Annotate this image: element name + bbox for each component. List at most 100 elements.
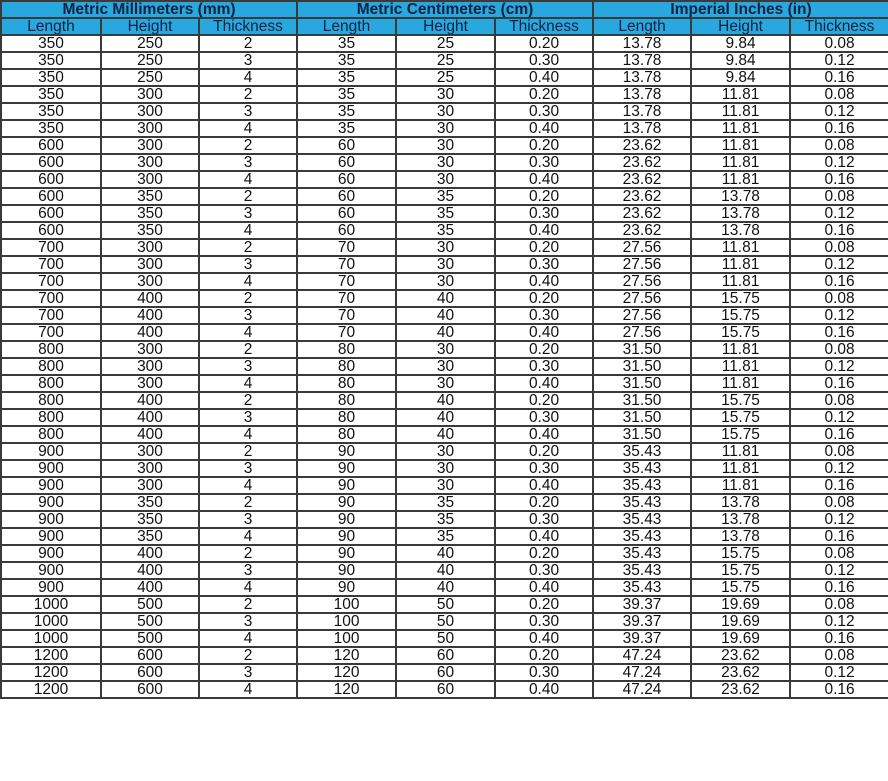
cell-length-mm: 1200 <box>0 646 102 665</box>
cell-thickness-mm: 3 <box>197 306 299 325</box>
cell-thickness-in: 0.08 <box>789 238 888 257</box>
cell-length-in: 35.43 <box>592 493 693 512</box>
cell-length-in: 35.43 <box>592 578 693 597</box>
cell-length-in: 39.37 <box>592 612 693 631</box>
table-row: 700 400 3 70 40 0.30 27.56 15.75 0.12 <box>0 306 888 325</box>
cell-height-cm: 30 <box>395 153 497 172</box>
table-row: 350 250 3 35 25 0.30 13.78 9.84 0.12 <box>0 51 888 70</box>
cell-length-in: 23.62 <box>592 153 693 172</box>
cell-height-mm: 350 <box>100 187 200 206</box>
cell-thickness-cm: 0.40 <box>494 425 595 444</box>
cell-thickness-mm: 3 <box>197 408 299 427</box>
cell-thickness-in: 0.12 <box>789 408 888 427</box>
cell-thickness-mm: 2 <box>197 595 299 614</box>
cell-length-cm: 80 <box>296 357 398 376</box>
cell-thickness-mm: 4 <box>197 680 299 699</box>
cell-height-in: 11.81 <box>690 459 792 478</box>
cell-height-mm: 300 <box>100 136 200 155</box>
cell-height-mm: 400 <box>100 561 200 580</box>
cell-height-in: 23.62 <box>690 663 792 682</box>
column-header-thickness-mm: Thickness <box>197 17 299 36</box>
table-row: 900 350 3 90 35 0.30 35.43 13.78 0.12 <box>0 510 888 529</box>
cell-thickness-cm: 0.40 <box>494 578 595 597</box>
cell-length-cm: 90 <box>296 510 398 529</box>
cell-length-mm: 700 <box>0 306 102 325</box>
cell-thickness-in: 0.08 <box>789 34 888 53</box>
size-conversion-table: Metric Millimeters (mm) Metric Centimete… <box>0 0 888 699</box>
cell-thickness-mm: 3 <box>197 510 299 529</box>
cell-length-cm: 120 <box>296 663 398 682</box>
cell-height-mm: 400 <box>100 408 200 427</box>
cell-thickness-mm: 4 <box>197 221 299 240</box>
cell-thickness-cm: 0.40 <box>494 221 595 240</box>
cell-thickness-mm: 2 <box>197 136 299 155</box>
cell-length-in: 27.56 <box>592 255 693 274</box>
cell-thickness-cm: 0.20 <box>494 493 595 512</box>
cell-height-cm: 35 <box>395 527 497 546</box>
table-row: 900 300 2 90 30 0.20 35.43 11.81 0.08 <box>0 442 888 461</box>
cell-height-cm: 30 <box>395 102 497 121</box>
cell-height-mm: 400 <box>100 289 200 308</box>
cell-length-mm: 900 <box>0 476 102 495</box>
cell-length-mm: 600 <box>0 187 102 206</box>
cell-thickness-mm: 4 <box>197 119 299 138</box>
cell-length-in: 39.37 <box>592 595 693 614</box>
cell-height-mm: 300 <box>100 153 200 172</box>
cell-length-mm: 800 <box>0 425 102 444</box>
cell-thickness-in: 0.16 <box>789 221 888 240</box>
cell-height-in: 23.62 <box>690 680 792 699</box>
cell-height-mm: 300 <box>100 476 200 495</box>
cell-thickness-mm: 3 <box>197 153 299 172</box>
cell-length-mm: 900 <box>0 544 102 563</box>
cell-length-mm: 1000 <box>0 595 102 614</box>
cell-thickness-cm: 0.30 <box>494 306 595 325</box>
cell-length-mm: 900 <box>0 578 102 597</box>
cell-thickness-in: 0.08 <box>789 391 888 410</box>
cell-thickness-mm: 4 <box>197 374 299 393</box>
table-row: 900 400 3 90 40 0.30 35.43 15.75 0.12 <box>0 561 888 580</box>
table-row: 600 300 3 60 30 0.30 23.62 11.81 0.12 <box>0 153 888 172</box>
cell-length-in: 27.56 <box>592 289 693 308</box>
cell-height-mm: 500 <box>100 612 200 631</box>
cell-height-in: 15.75 <box>690 544 792 563</box>
cell-length-mm: 900 <box>0 459 102 478</box>
cell-height-cm: 50 <box>395 595 497 614</box>
cell-height-cm: 30 <box>395 442 497 461</box>
cell-height-in: 15.75 <box>690 391 792 410</box>
cell-thickness-in: 0.12 <box>789 561 888 580</box>
cell-height-cm: 25 <box>395 51 497 70</box>
cell-length-cm: 100 <box>296 612 398 631</box>
table-row: 350 250 4 35 25 0.40 13.78 9.84 0.16 <box>0 68 888 87</box>
cell-length-cm: 80 <box>296 374 398 393</box>
table-row: 700 400 2 70 40 0.20 27.56 15.75 0.08 <box>0 289 888 308</box>
cell-length-in: 31.50 <box>592 425 693 444</box>
cell-thickness-in: 0.16 <box>789 629 888 648</box>
cell-thickness-in: 0.08 <box>789 493 888 512</box>
cell-height-mm: 300 <box>100 340 200 359</box>
table-body: 350 250 2 35 25 0.20 13.78 9.84 0.08 350 250 3 35 25 0… <box>0 34 888 699</box>
cell-height-cm: 30 <box>395 170 497 189</box>
cell-length-cm: 90 <box>296 493 398 512</box>
cell-thickness-cm: 0.30 <box>494 408 595 427</box>
cell-thickness-cm: 0.20 <box>494 646 595 665</box>
cell-height-mm: 300 <box>100 119 200 138</box>
table-row: 800 300 3 80 30 0.30 31.50 11.81 0.12 <box>0 357 888 376</box>
cell-height-mm: 300 <box>100 85 200 104</box>
cell-height-cm: 40 <box>395 323 497 342</box>
cell-height-mm: 500 <box>100 629 200 648</box>
cell-thickness-mm: 4 <box>197 476 299 495</box>
cell-height-in: 11.81 <box>690 340 792 359</box>
cell-thickness-cm: 0.40 <box>494 272 595 291</box>
cell-length-cm: 120 <box>296 646 398 665</box>
cell-thickness-mm: 2 <box>197 493 299 512</box>
cell-length-mm: 1000 <box>0 629 102 648</box>
cell-length-cm: 35 <box>296 119 398 138</box>
cell-length-in: 23.62 <box>592 136 693 155</box>
cell-height-cm: 35 <box>395 510 497 529</box>
cell-length-mm: 700 <box>0 323 102 342</box>
table-row: 900 400 4 90 40 0.40 35.43 15.75 0.16 <box>0 578 888 597</box>
cell-thickness-mm: 2 <box>197 340 299 359</box>
cell-length-in: 31.50 <box>592 374 693 393</box>
cell-thickness-cm: 0.20 <box>494 34 595 53</box>
cell-length-cm: 60 <box>296 204 398 223</box>
